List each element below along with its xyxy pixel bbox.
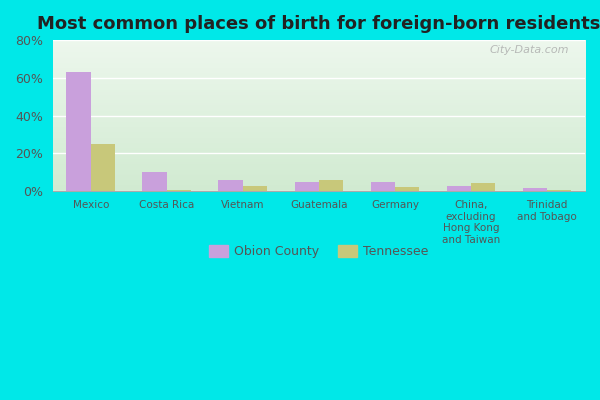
Bar xyxy=(547,190,571,191)
Bar xyxy=(218,180,243,191)
Bar xyxy=(446,186,471,191)
Bar xyxy=(471,182,495,191)
Bar xyxy=(243,186,267,191)
Bar xyxy=(67,72,91,191)
Bar xyxy=(523,188,547,191)
Legend: Obion County, Tennessee: Obion County, Tennessee xyxy=(204,240,433,263)
Bar xyxy=(167,190,191,191)
Bar xyxy=(395,187,419,191)
Bar xyxy=(319,180,343,191)
Text: City-Data.com: City-Data.com xyxy=(490,45,569,55)
Title: Most common places of birth for foreign-born residents: Most common places of birth for foreign-… xyxy=(37,15,600,33)
Bar xyxy=(371,182,395,191)
Bar xyxy=(295,182,319,191)
Bar xyxy=(91,144,115,191)
Bar xyxy=(142,172,167,191)
